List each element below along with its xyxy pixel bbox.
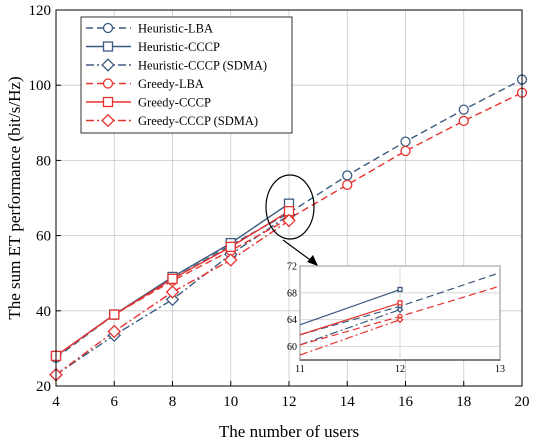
data-point-circle [342, 170, 353, 181]
x-tick-label: 8 [169, 394, 177, 410]
legend-entry-label: Greedy-CCCP [138, 96, 211, 110]
legend: Heuristic-LBA Heuristic-CCCP Heuristic-CCC… [80, 16, 293, 134]
data-point-diamond [223, 253, 238, 267]
data-point-square [167, 273, 178, 284]
inset-x-tick-label: 13 [495, 364, 505, 375]
data-point-square [102, 96, 114, 108]
y-axis-label: The sum ET performance (bit/s/Hz) [5, 76, 24, 319]
legend-box [80, 16, 293, 134]
inset-series-line [300, 302, 401, 336]
data-point-circle [102, 78, 114, 89]
y-tick-label: 20 [36, 379, 51, 395]
inset-axis-ticks: 11 12 13 60 64 68 72 [287, 262, 505, 376]
zoom-ellipse [265, 174, 315, 240]
data-point-square [109, 309, 120, 320]
inset-series-line [300, 309, 401, 346]
inset-y-tick-label: 68 [287, 288, 297, 299]
data-point-diamond [396, 316, 404, 324]
y-tick-label: 80 [36, 153, 51, 169]
zoom-arrow [282, 239, 318, 266]
inset-x-tick-label: 11 [295, 364, 305, 375]
x-axis-label: The number of users [219, 422, 359, 440]
inset-y-tick-label: 60 [287, 342, 297, 353]
data-point-square [102, 41, 114, 52]
series-markers [49, 74, 528, 382]
x-tick-label: 18 [456, 394, 471, 410]
data-point-square [397, 300, 403, 306]
data-point-circle [400, 145, 411, 157]
x-tick-label: 20 [515, 394, 530, 410]
y-tick-label: 60 [36, 229, 51, 245]
inset-y-tick-label: 72 [287, 262, 297, 273]
data-point-diamond [165, 292, 180, 307]
inset-y-tick-label: 64 [287, 315, 297, 326]
data-point-square [225, 241, 236, 253]
series-line [55, 214, 290, 376]
x-tick-label: 4 [52, 394, 60, 410]
x-tick-label: 12 [282, 394, 297, 410]
legend-entry-label: Greedy-LBA [138, 77, 204, 91]
y-tick-label: 40 [36, 304, 51, 320]
data-point-circle [342, 179, 353, 190]
inset-x-tick-label: 12 [395, 364, 405, 375]
data-point-diamond [107, 324, 122, 339]
x-tick-label: 10 [223, 394, 238, 410]
data-point-diamond [282, 213, 296, 228]
inset-series-line [300, 319, 401, 356]
data-point-circle [458, 104, 469, 115]
inset-grid-lines [299, 265, 501, 360]
inset-series-line [300, 288, 401, 326]
data-point-diamond [101, 58, 115, 72]
data-point-diamond [101, 113, 115, 128]
x-tick-label: 16 [398, 394, 414, 410]
series-line [55, 220, 290, 376]
data-point-square [397, 286, 403, 293]
x-tick-label: 14 [340, 394, 356, 410]
y-tick-label: 120 [29, 3, 52, 19]
inset-series-lines [300, 272, 500, 356]
legend-entry-label: Greedy-CCCP (SDMA) [138, 114, 258, 128]
x-tick-label: 6 [111, 394, 119, 410]
data-point-circle [458, 115, 469, 127]
data-point-circle [102, 22, 114, 34]
data-point-diamond [396, 306, 404, 314]
legend-entry-label: Heuristic-CCCP (SDMA) [138, 59, 267, 73]
data-point-diamond [165, 285, 180, 299]
legend-entry-label: Heuristic-LBA [138, 22, 213, 36]
series-line [55, 78, 523, 359]
zoom-inset: 11 12 13 60 64 68 72 [287, 262, 505, 376]
legend-entry-label: Heuristic-CCCP [138, 40, 220, 54]
data-point-circle [400, 136, 411, 147]
y-tick-label: 100 [29, 78, 52, 94]
